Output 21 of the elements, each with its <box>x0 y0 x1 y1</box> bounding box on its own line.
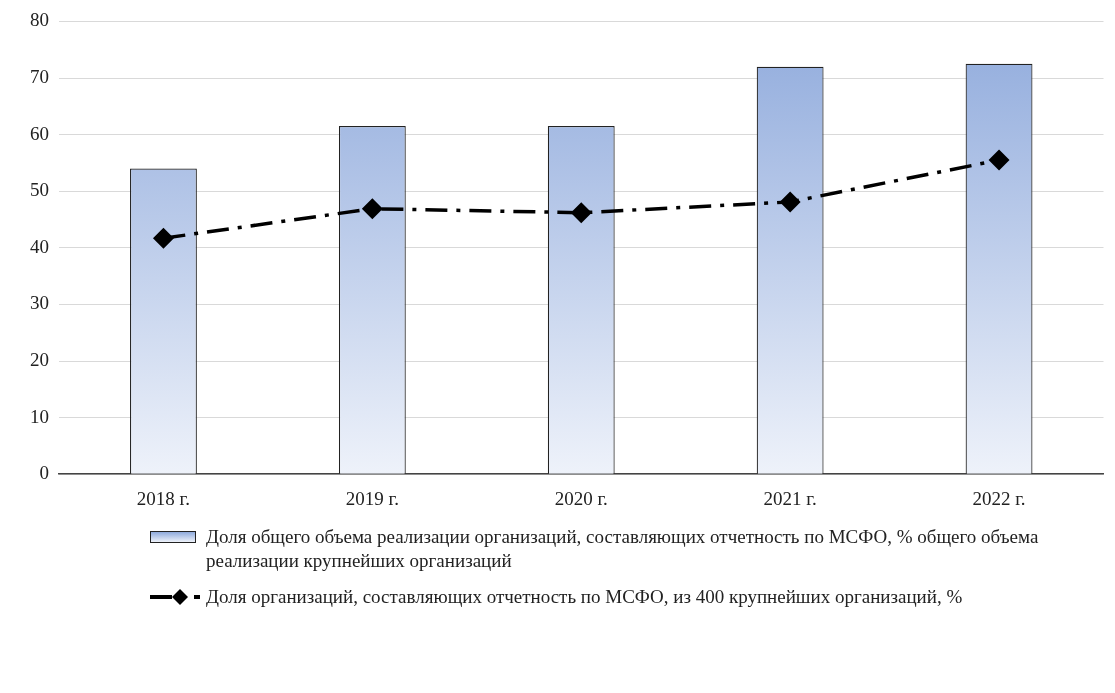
x-tick-label: 2021 г. <box>763 487 817 509</box>
y-tick-label: 60 <box>30 122 49 144</box>
y-tick-label: 70 <box>30 65 49 87</box>
point <box>780 192 800 212</box>
x-tick-label: 2019 г. <box>345 487 399 509</box>
y-tick-label: 50 <box>30 179 49 201</box>
y-tick-label: 30 <box>30 292 49 314</box>
point <box>989 150 1009 170</box>
point <box>362 199 383 219</box>
x-tick-label: 2018 г. <box>136 487 191 509</box>
legend-label: Доля организаций, составляющих отчетность по МСФО, из 400 крупнейших организаций, % <box>206 585 963 609</box>
x-tick-label: 2020 г. <box>554 487 608 509</box>
y-tick-label: 40 <box>30 235 49 257</box>
point <box>153 228 174 248</box>
x-tick-label: 2022 г. <box>972 487 1026 509</box>
y-tick-label: 10 <box>30 405 49 427</box>
y-tick-label: 0 <box>39 462 49 484</box>
y-tick-label: 80 <box>30 9 49 31</box>
point <box>571 202 591 223</box>
legend-label: Доля общего объема реализации организаций, составляющих отчетность по МСФО, % общего объема реализации крупнейших организаций <box>206 525 1040 573</box>
y-tick-label: 20 <box>30 348 49 370</box>
